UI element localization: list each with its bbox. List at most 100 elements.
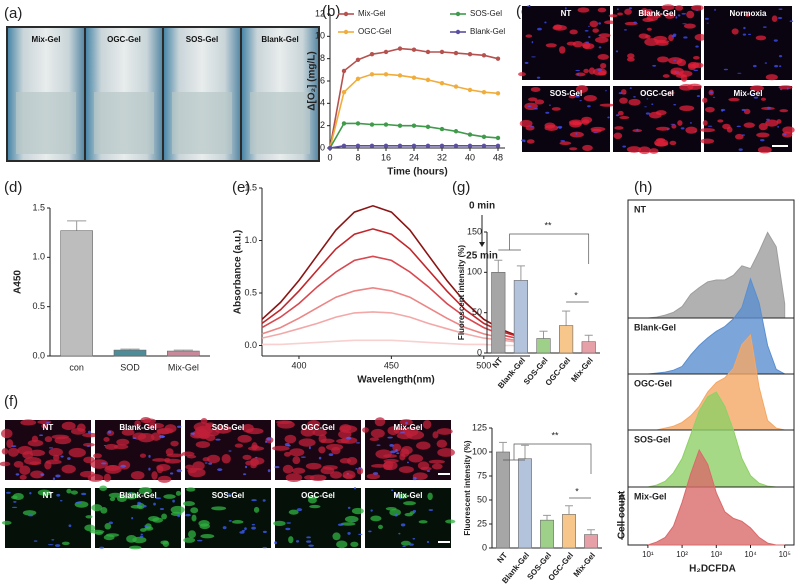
cell — [669, 140, 677, 146]
cell — [673, 59, 677, 61]
cell — [585, 41, 590, 43]
cell — [355, 442, 361, 444]
cell — [93, 453, 102, 459]
cell — [29, 491, 32, 495]
cell — [155, 497, 162, 500]
cell — [556, 126, 559, 129]
cell — [422, 419, 432, 430]
cell — [700, 128, 715, 133]
cell — [582, 43, 595, 50]
cell — [672, 33, 677, 36]
cell — [23, 457, 42, 465]
point — [397, 73, 403, 78]
x-tick-label: 10⁴ — [744, 550, 757, 559]
cell — [575, 72, 586, 77]
cell — [309, 504, 321, 509]
cell — [395, 449, 398, 452]
cell — [19, 465, 31, 475]
cell — [600, 62, 607, 69]
annotation: * — [575, 486, 579, 496]
cell — [723, 68, 729, 71]
image-label: Blank-Gel — [119, 491, 156, 500]
cell — [428, 509, 434, 511]
cell — [619, 116, 630, 120]
cell — [356, 467, 364, 475]
cell — [138, 486, 152, 495]
cell — [286, 522, 292, 524]
cell — [737, 72, 742, 74]
cell — [551, 107, 561, 111]
cell — [152, 517, 164, 523]
cell — [370, 515, 382, 522]
cell — [667, 90, 675, 95]
cell — [607, 116, 610, 119]
cell — [626, 57, 635, 62]
cell — [284, 434, 297, 444]
cell — [598, 33, 611, 38]
cell — [416, 441, 431, 450]
cell — [383, 460, 394, 469]
cell — [402, 545, 406, 548]
cell — [306, 540, 312, 543]
cell — [777, 125, 780, 128]
point — [369, 72, 375, 77]
cell — [581, 116, 593, 124]
cell — [661, 4, 675, 11]
cell — [633, 21, 637, 24]
cell — [604, 90, 608, 92]
cell — [94, 531, 104, 536]
sig-bracket — [503, 443, 592, 474]
cell — [296, 508, 303, 512]
cell — [700, 138, 715, 144]
x-tick-label: 10⁵ — [779, 550, 791, 559]
image-label: Blank-Gel — [261, 35, 298, 44]
cell — [176, 425, 182, 428]
cell — [251, 442, 258, 451]
cell — [418, 520, 428, 524]
cell — [702, 97, 708, 103]
point — [425, 143, 431, 148]
cell — [22, 510, 37, 516]
cell — [704, 17, 709, 20]
cell — [537, 27, 542, 31]
cell — [406, 461, 409, 464]
panel-letter: (h) — [634, 179, 652, 196]
cell — [137, 501, 142, 505]
point — [411, 123, 417, 128]
cell — [306, 420, 321, 429]
cell — [239, 531, 245, 534]
cell — [572, 121, 583, 126]
cell — [549, 104, 551, 106]
cell — [750, 85, 764, 92]
cell — [183, 537, 196, 543]
x-tick-label: 10¹ — [642, 550, 654, 559]
cell — [103, 437, 110, 442]
cell — [437, 447, 455, 457]
cell — [398, 493, 408, 499]
point — [495, 135, 501, 141]
cell — [760, 139, 765, 142]
cell — [140, 417, 152, 424]
cell — [398, 466, 414, 473]
x-tick-label: 16 — [381, 152, 391, 162]
y-axis-title: Δ[O₂] (mg/L) — [307, 51, 318, 110]
point — [467, 52, 473, 57]
cell — [622, 145, 627, 148]
cell — [624, 8, 632, 15]
cell — [56, 493, 61, 497]
cell — [694, 130, 697, 133]
cell — [599, 103, 615, 107]
cell — [691, 4, 704, 11]
cell — [221, 454, 231, 464]
cell — [85, 515, 93, 519]
cell — [104, 523, 112, 530]
cell — [195, 441, 211, 449]
cell — [7, 447, 19, 457]
annotation: * — [574, 290, 578, 300]
cell — [287, 444, 291, 447]
cell — [107, 430, 112, 434]
cell — [629, 87, 632, 90]
cell — [355, 468, 358, 470]
cell — [172, 499, 175, 503]
cell — [66, 488, 72, 494]
